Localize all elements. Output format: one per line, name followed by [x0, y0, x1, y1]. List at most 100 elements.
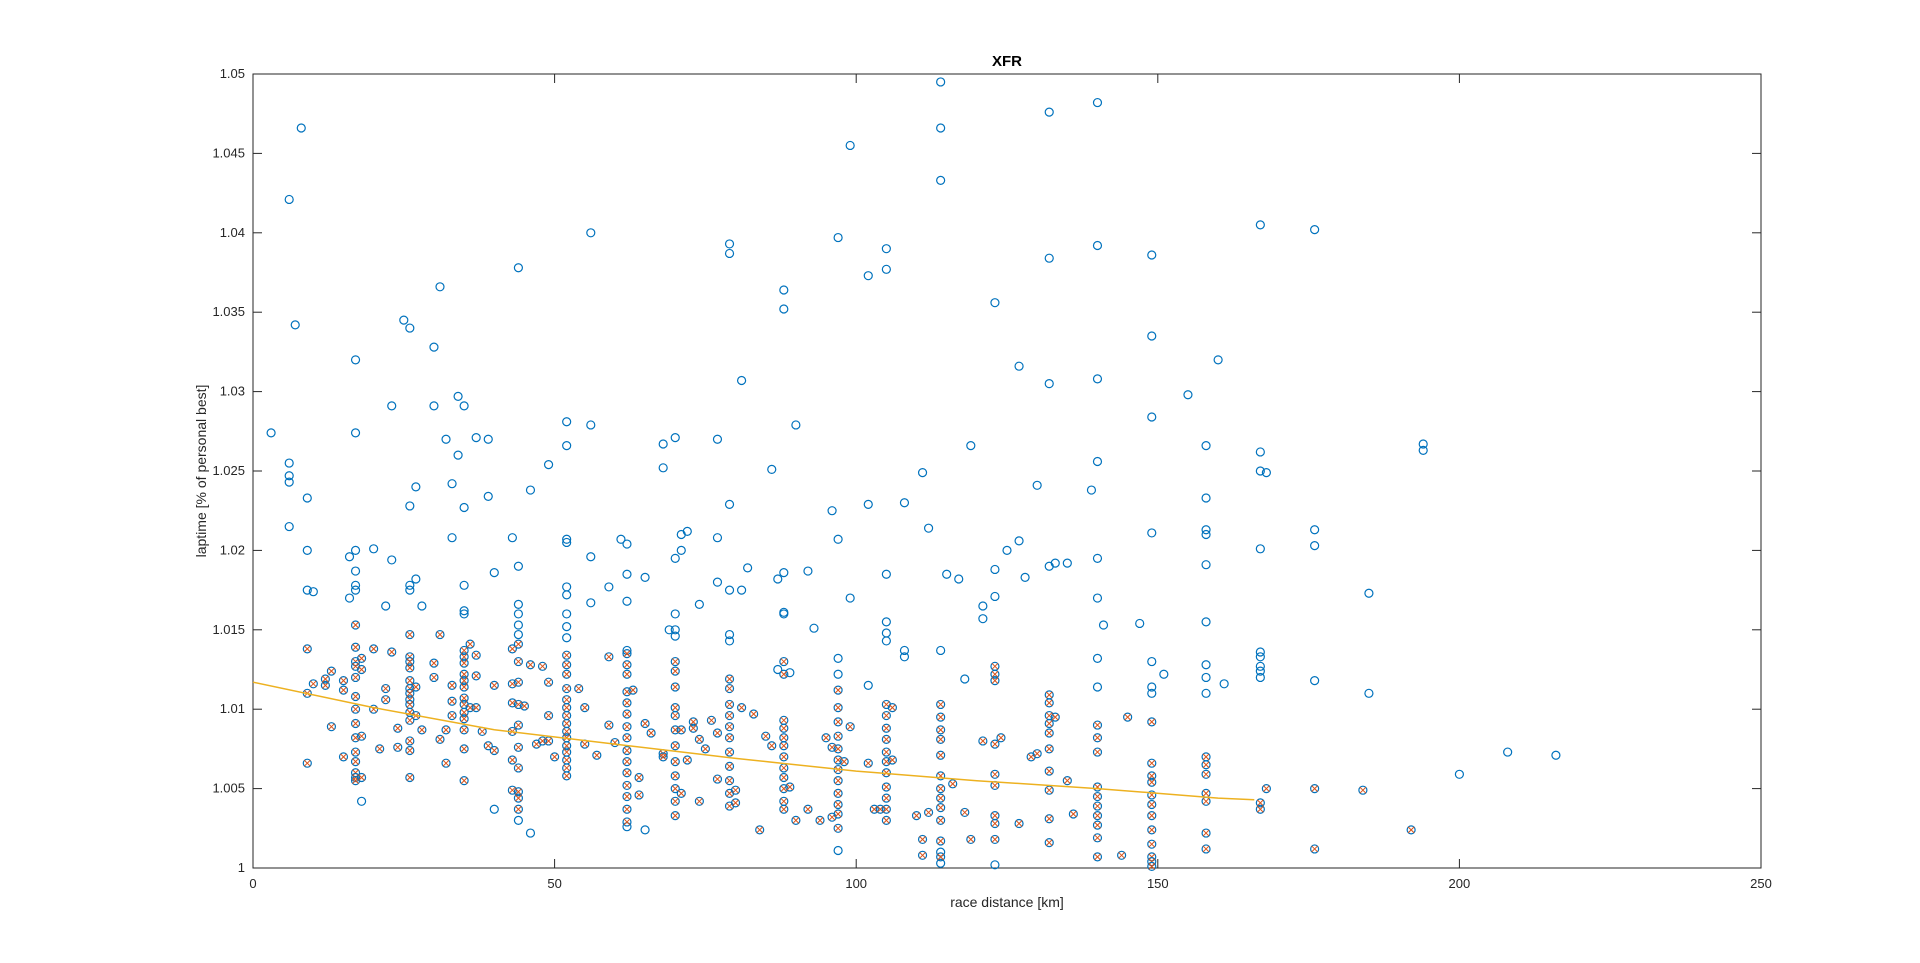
highlighted-data-point: [694, 734, 704, 744]
highlighted-data-point: [779, 656, 789, 667]
highlighted-data-point: [549, 752, 560, 762]
highlighted-data-point: [622, 745, 632, 756]
highlighted-data-point: [580, 703, 590, 713]
highlighted-data-point: [459, 714, 469, 724]
data-point: [640, 572, 650, 582]
highlighted-data-point: [513, 677, 524, 687]
data-point: [779, 304, 789, 314]
highlighted-data-point: [990, 818, 1000, 829]
data-point: [833, 653, 843, 663]
highlighted-data-point: [779, 741, 789, 751]
highlighted-data-point: [1261, 783, 1271, 794]
highlighted-data-point: [1147, 857, 1157, 867]
highlighted-data-point: [670, 796, 680, 806]
data-point: [1551, 750, 1561, 760]
data-point: [562, 417, 572, 427]
data-point: [1044, 379, 1054, 389]
highlighted-data-point: [562, 741, 572, 751]
data-point: [1092, 653, 1103, 663]
highlighted-data-point: [459, 725, 469, 735]
highlighted-data-point: [459, 776, 469, 786]
highlighted-data-point: [1092, 833, 1103, 843]
highlighted-data-point: [562, 650, 572, 660]
highlighted-data-point: [447, 710, 457, 721]
highlighted-data-point: [447, 696, 457, 706]
data-point: [1050, 558, 1060, 568]
data-point: [990, 591, 1000, 602]
data-point: [712, 577, 723, 587]
data-point: [960, 674, 970, 684]
highlighted-data-point: [628, 685, 638, 695]
highlighted-data-point: [350, 642, 361, 652]
highlighted-data-point: [670, 682, 680, 692]
data-point: [513, 599, 524, 609]
highlighted-data-point: [670, 666, 680, 676]
highlighted-data-point: [670, 757, 680, 767]
highlighted-data-point: [700, 744, 711, 754]
data-point: [1364, 688, 1374, 698]
highlighted-data-point: [1092, 733, 1103, 743]
data-point: [736, 375, 747, 386]
data-point: [586, 420, 596, 430]
highlighted-data-point: [1044, 744, 1054, 754]
data-point: [1201, 688, 1211, 698]
highlighted-data-point: [447, 680, 457, 690]
data-point: [483, 491, 493, 502]
data-point: [936, 847, 946, 857]
highlighted-data-point: [435, 629, 445, 640]
highlighted-data-point: [622, 669, 632, 679]
data-point: [350, 580, 361, 590]
data-point: [447, 479, 457, 489]
data-point: [441, 434, 451, 444]
data-point: [399, 315, 409, 325]
highlighted-data-point: [405, 663, 415, 673]
chart-title: XFR: [992, 53, 1022, 70]
data-point: [712, 434, 723, 444]
data-point: [694, 599, 704, 609]
highlighted-data-point: [881, 723, 891, 733]
data-point: [899, 652, 910, 662]
highlighted-data-point: [791, 815, 801, 825]
highlighted-data-point: [1147, 839, 1157, 849]
highlighted-data-point: [356, 653, 367, 663]
data-point: [459, 401, 469, 411]
highlighted-data-point: [519, 701, 530, 711]
data-point: [990, 564, 1000, 575]
highlighted-data-point: [338, 676, 349, 686]
highlighted-data-point: [513, 793, 524, 803]
highlighted-data-point: [724, 776, 735, 786]
x-tick-label: 100: [845, 876, 867, 891]
highlighted-data-point: [459, 693, 469, 703]
highlighted-data-point: [670, 810, 680, 821]
highlighted-data-point: [978, 736, 988, 746]
data-point: [1092, 456, 1103, 467]
data-point: [350, 566, 361, 576]
highlighted-data-point: [1147, 852, 1157, 862]
data-point: [284, 521, 294, 532]
data-point: [622, 645, 632, 656]
highlighted-data-point: [845, 722, 855, 732]
data-point: [622, 569, 632, 579]
highlighted-data-point: [1092, 791, 1103, 802]
trend-line: [252, 681, 1255, 801]
highlighted-data-point: [749, 709, 759, 719]
data-point: [954, 574, 964, 584]
highlighted-data-point: [779, 772, 789, 783]
highlighted-data-point: [622, 817, 632, 827]
data-point: [1261, 467, 1271, 478]
data-point: [1310, 676, 1320, 686]
data-point: [1213, 355, 1223, 365]
highlighted-data-point: [936, 734, 946, 744]
data-point: [1255, 661, 1265, 671]
highlighted-data-point: [1201, 769, 1211, 779]
highlighted-data-point: [459, 645, 469, 656]
data-point: [1201, 493, 1211, 503]
data-point: [682, 526, 692, 536]
data-point: [1092, 682, 1103, 692]
y-tick-label: 1.02: [220, 542, 245, 557]
highlighted-data-point: [417, 725, 427, 735]
data-point: [1159, 669, 1169, 679]
data-point: [284, 194, 294, 205]
highlighted-data-point: [562, 660, 572, 670]
highlighted-data-point: [1092, 747, 1103, 757]
